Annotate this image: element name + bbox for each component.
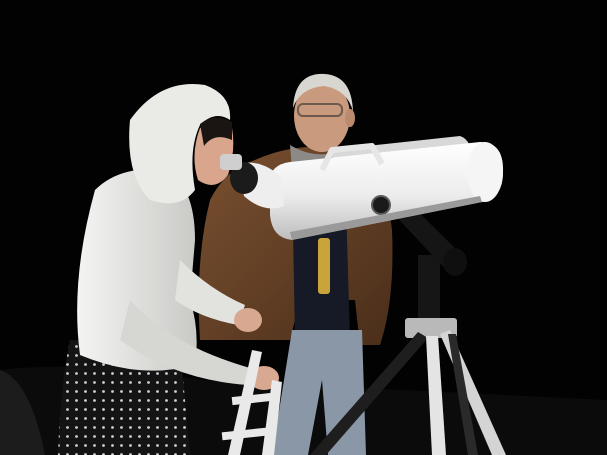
woman-hood xyxy=(129,84,231,204)
telescope-main-tube xyxy=(269,142,504,240)
man-hair xyxy=(293,73,353,112)
woman-figure xyxy=(58,84,279,455)
woman-arm-lower xyxy=(120,300,250,385)
telescope-tripod xyxy=(310,255,506,455)
binocular-telescope xyxy=(220,136,504,240)
tripod-leg-right-inner xyxy=(448,334,478,455)
telescope-handle xyxy=(319,143,385,172)
telescope-objective-cap xyxy=(467,142,503,202)
eyepiece-tip xyxy=(220,154,242,170)
telescope-mount-knob xyxy=(371,195,391,215)
woman-hair xyxy=(200,117,232,146)
woman-hand-upper xyxy=(234,308,262,332)
tripod-leg-center xyxy=(426,336,446,455)
left-foreground-shape xyxy=(0,370,45,455)
step-ladder xyxy=(221,350,282,455)
man-ear xyxy=(345,109,355,127)
telescope-tube-shadow xyxy=(290,196,482,240)
man-pendant-strap xyxy=(318,238,330,294)
tripod-mount-column xyxy=(418,255,440,325)
glasses-icon xyxy=(297,103,343,117)
woman-arm-upper xyxy=(175,260,245,325)
tripod-leg-left xyxy=(310,332,428,455)
woman-hoodie-body xyxy=(77,169,197,371)
telescope-arm-knob xyxy=(443,248,467,276)
